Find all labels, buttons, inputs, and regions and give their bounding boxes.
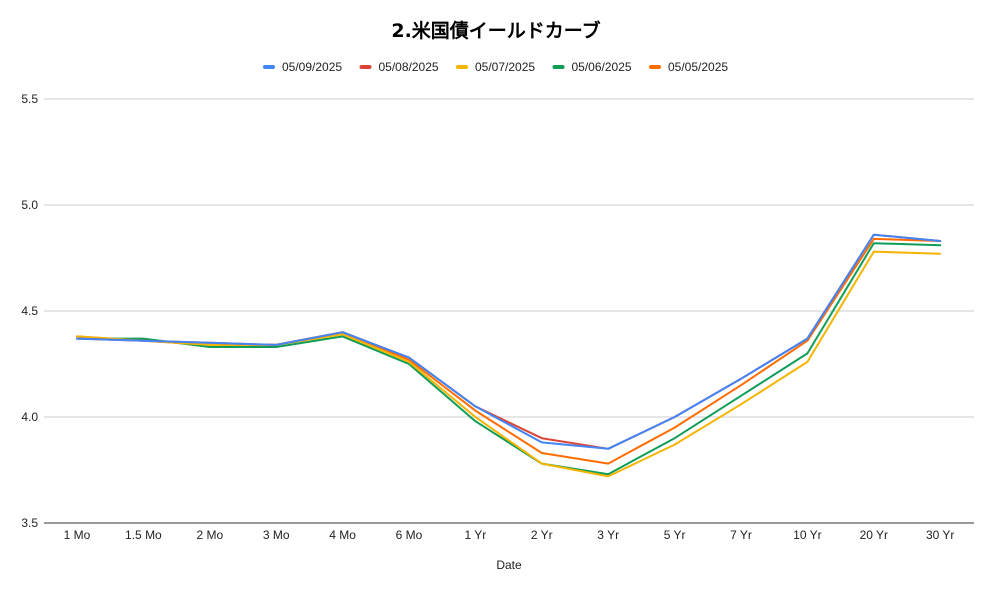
x-tick-label: 4 Mo <box>329 528 356 542</box>
legend-item[interactable]: 05/09/2025 <box>263 60 342 74</box>
legend-label: 05/07/2025 <box>475 60 535 74</box>
y-tick-label: 4.0 <box>21 410 38 424</box>
y-tick-label: 3.5 <box>21 516 38 530</box>
x-tick-label: 6 Mo <box>396 528 423 542</box>
chart-title: 2.米国債イールドカーブ <box>391 19 600 42</box>
x-tick-label: 2 Mo <box>196 528 223 542</box>
legend-label: 05/05/2025 <box>668 60 728 74</box>
legend-swatch <box>456 65 468 69</box>
x-tick-label: 3 Yr <box>597 528 619 542</box>
x-tick-label: 7 Yr <box>730 528 752 542</box>
x-tick-label: 20 Yr <box>860 528 888 542</box>
x-tick-label: 2 Yr <box>531 528 553 542</box>
x-tick-label: 30 Yr <box>926 528 954 542</box>
x-tick-label: 3 Mo <box>263 528 290 542</box>
legend: 05/09/2025 05/08/2025 05/07/2025 05/06/2025… <box>263 60 728 74</box>
gridlines <box>44 98 974 524</box>
series-lines <box>76 233 942 478</box>
legend-label: 05/08/2025 <box>379 60 439 74</box>
series-line <box>76 233 942 450</box>
series-line <box>76 250 942 478</box>
legend-item[interactable]: 05/05/2025 <box>649 60 728 74</box>
series-line <box>76 237 942 465</box>
x-axis-title: Date <box>496 558 522 572</box>
x-tick-label: 5 Yr <box>664 528 686 542</box>
x-tick-label: 1 Yr <box>465 528 487 542</box>
x-tick-label: 1.5 Mo <box>125 528 162 542</box>
legend-swatch <box>552 65 565 69</box>
legend-label: 05/06/2025 <box>572 60 632 74</box>
y-tick-label: 5.0 <box>21 198 38 212</box>
y-tick-label: 5.5 <box>21 92 38 106</box>
x-tick-label: 10 Yr <box>793 528 821 542</box>
x-axis-tick-labels: 1 Mo 1.5 Mo 2 Mo 3 Mo 4 Mo 6 Mo 1 Yr 2 Yr 3 Yr 5 … <box>64 528 955 542</box>
legend-swatch <box>359 65 372 69</box>
legend-item[interactable]: 05/07/2025 <box>456 60 535 74</box>
series-line <box>76 242 942 476</box>
y-axis-tick-labels: 3.5 4.0 4.5 5.0 5.5 <box>21 92 38 530</box>
legend-swatch <box>649 65 661 69</box>
legend-item[interactable]: 05/06/2025 <box>552 60 632 74</box>
x-tick-label: 1 Mo <box>64 528 91 542</box>
legend-label: 05/09/2025 <box>282 60 342 74</box>
y-tick-label: 4.5 <box>21 304 38 318</box>
legend-swatch <box>263 65 275 69</box>
legend-item[interactable]: 05/08/2025 <box>359 60 439 74</box>
